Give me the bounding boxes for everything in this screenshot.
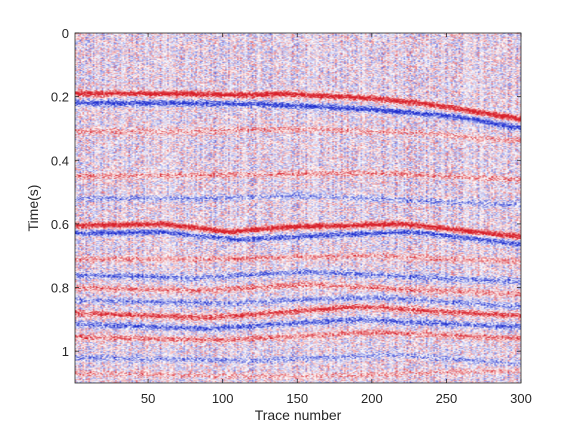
seismic-image xyxy=(75,33,521,383)
y-tick-label: 0 xyxy=(62,26,69,41)
x-tick-label: 200 xyxy=(361,391,383,406)
y-tick-label: 0.6 xyxy=(51,217,69,232)
y-axis-label: Time(s) xyxy=(25,185,41,232)
x-tick-label: 50 xyxy=(141,391,155,406)
x-axis: 50 100 150 200 250 300 xyxy=(141,33,532,406)
x-tick-label: 300 xyxy=(510,391,532,406)
y-tick-label: 0.8 xyxy=(51,281,69,296)
y-tick-label: 1 xyxy=(62,344,69,359)
x-tick-label: 100 xyxy=(212,391,234,406)
y-axis: 0 0.2 0.4 0.6 0.8 1 xyxy=(51,26,521,359)
y-tick-label: 0.2 xyxy=(51,90,69,105)
x-tick-label: 150 xyxy=(286,391,308,406)
seismic-image-raster xyxy=(75,33,521,383)
x-axis-label: Trace number xyxy=(255,407,342,423)
axes-box xyxy=(74,32,522,384)
x-tick-label: 250 xyxy=(436,391,458,406)
y-tick-label: 0.4 xyxy=(51,153,69,168)
plot-area xyxy=(74,32,522,384)
